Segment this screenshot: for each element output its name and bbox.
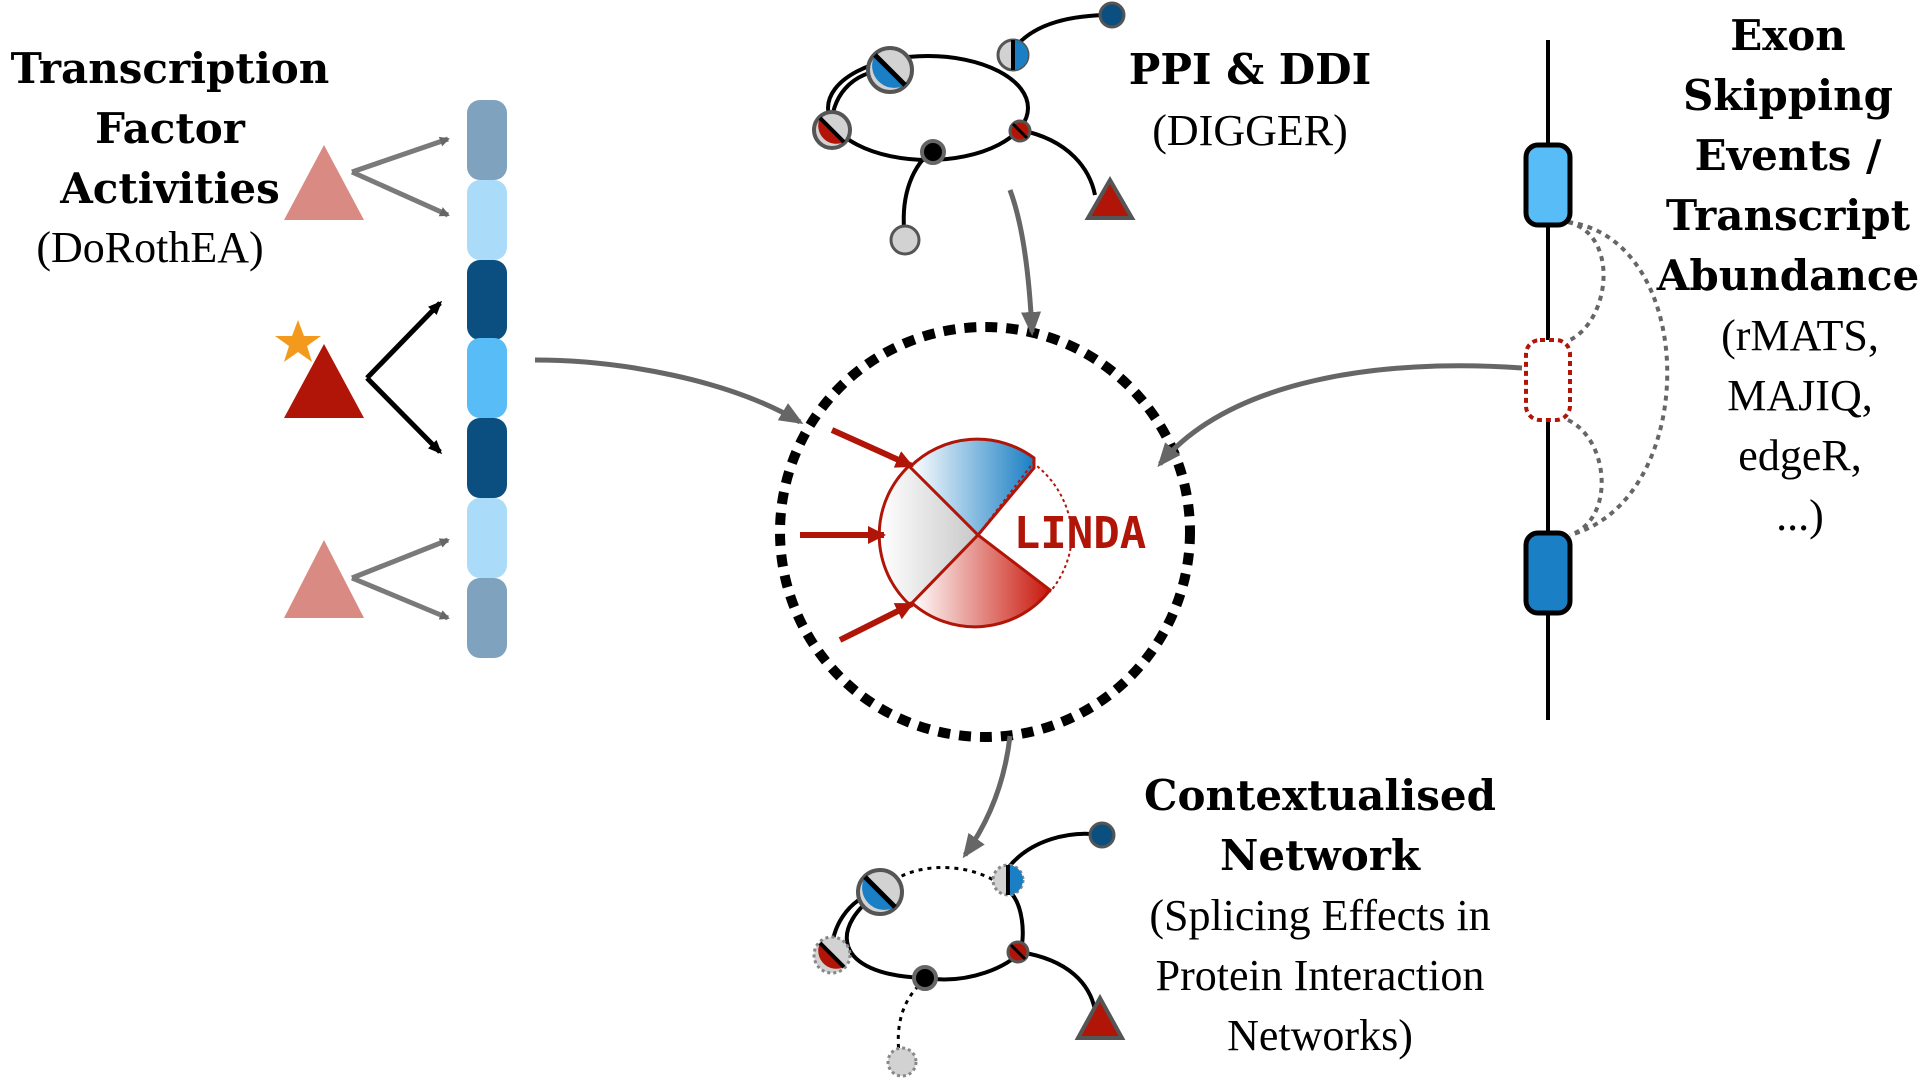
output-arrow: [838, 601, 914, 643]
gene-segment: [467, 180, 507, 260]
tf-edge: [351, 136, 450, 175]
protein-node-blue-small: [996, 38, 1030, 72]
output-section: Contextualised Network (Splicing Effects…: [812, 771, 1496, 1078]
gene-segment: [467, 418, 507, 498]
exon-section: Exon Skipping Events / Transcript Abunda…: [1523, 11, 1919, 720]
network-edge: [924, 950, 1022, 982]
ppi-source: (DIGGER): [1152, 106, 1348, 155]
protein-node-blue-large: [866, 46, 914, 94]
tf-triangle-node: [1074, 993, 1126, 1040]
ppi-section: PPI & DDI (DIGGER): [812, 1, 1371, 256]
tf-title-line-1: Transcription: [11, 44, 330, 93]
tf-source: (DoRothEA): [36, 223, 263, 272]
exon-tool-1: (rMATS,: [1721, 311, 1879, 360]
protein-node-black: [912, 965, 938, 991]
exon-title-line-1: Exon: [1730, 11, 1846, 60]
protein-node-red-small: [1008, 119, 1032, 143]
network-edge: [1019, 128, 1097, 196]
network-edge: [1019, 950, 1097, 1011]
protein-node-dark: [1098, 1, 1126, 29]
protein-node-gray-removed: [886, 1046, 918, 1078]
exon-title-line-2: Skipping: [1683, 71, 1893, 120]
skip-junction: [1567, 220, 1670, 537]
output-title-line-2: Network: [1220, 831, 1421, 880]
tf-edge-active: [365, 376, 443, 455]
arrow-exon-to-linda: [1157, 363, 1523, 468]
exon-tool-3: edgeR,: [1738, 431, 1861, 480]
protein-node-gray: [889, 224, 921, 256]
gene-segment: [467, 338, 507, 418]
protein-node-red: [812, 935, 852, 975]
protein-node-blue-large: [856, 868, 904, 916]
protein-node-blue-small: [991, 863, 1025, 897]
exon-upstream: [1523, 142, 1573, 228]
ppi-network: [812, 1, 1136, 256]
output-title-line-1: Contextualised: [1144, 771, 1496, 820]
output-desc-line-2: Protein Interaction: [1156, 951, 1485, 1000]
star-icon: [275, 320, 321, 362]
gene-segment: [467, 260, 507, 340]
protein-node-red: [812, 110, 852, 150]
output-desc-line-1: (Splicing Effects in: [1149, 891, 1490, 940]
ppi-title: PPI & DDI: [1129, 45, 1371, 94]
tf-edge: [351, 537, 450, 581]
protein-node-black: [920, 139, 946, 165]
tf-triangle-top: [284, 145, 364, 220]
tf-title-line-3: Activities: [59, 164, 280, 213]
exon-title-line-3: Events /: [1695, 131, 1882, 180]
tf-edge-active: [365, 300, 443, 380]
contextualised-network: [812, 821, 1126, 1078]
exon-downstream: [1523, 530, 1573, 616]
gene-segment: [467, 578, 507, 658]
exon-title-line-5: Abundance: [1656, 251, 1919, 300]
output-arrow: [830, 427, 914, 469]
protein-node-dark: [1088, 821, 1116, 849]
exon-skipped: [1524, 338, 1572, 422]
splice-junction: [1567, 418, 1604, 537]
tf-triangle-active: [284, 344, 364, 418]
network-edge: [1006, 831, 1103, 870]
tf-triangle-node: [1084, 176, 1136, 220]
exon-tool-4: ...): [1776, 491, 1824, 540]
tf-triangle-bottom: [284, 540, 364, 618]
linda-center: LINDA: [775, 322, 1195, 742]
tf-title-line-2: Factor: [95, 104, 246, 153]
linda-pie: [877, 437, 1073, 629]
splice-junction: [1567, 220, 1606, 342]
arrow-linda-to-output: [962, 735, 1013, 859]
tf-edge: [351, 575, 450, 621]
linda-boundary: [775, 322, 1195, 742]
tf-edge: [350, 169, 450, 218]
linda-label: LINDA: [1014, 508, 1146, 559]
arrow-ppi-to-linda: [1007, 189, 1042, 336]
output-desc-line-3: Networks): [1227, 1011, 1413, 1060]
protein-node-red-small: [1006, 940, 1030, 964]
gene-bar: [467, 100, 507, 658]
gene-segment: [467, 498, 507, 578]
exon-tool-2: MAJIQ,: [1727, 371, 1872, 420]
tf-section: Transcription Factor Activities (DoRothE…: [11, 44, 507, 658]
arrow-tf-to-linda: [534, 357, 804, 425]
gene-segment: [467, 100, 507, 180]
exon-title-line-4: Transcript: [1666, 191, 1911, 240]
network-edge-removed: [896, 978, 926, 1061]
